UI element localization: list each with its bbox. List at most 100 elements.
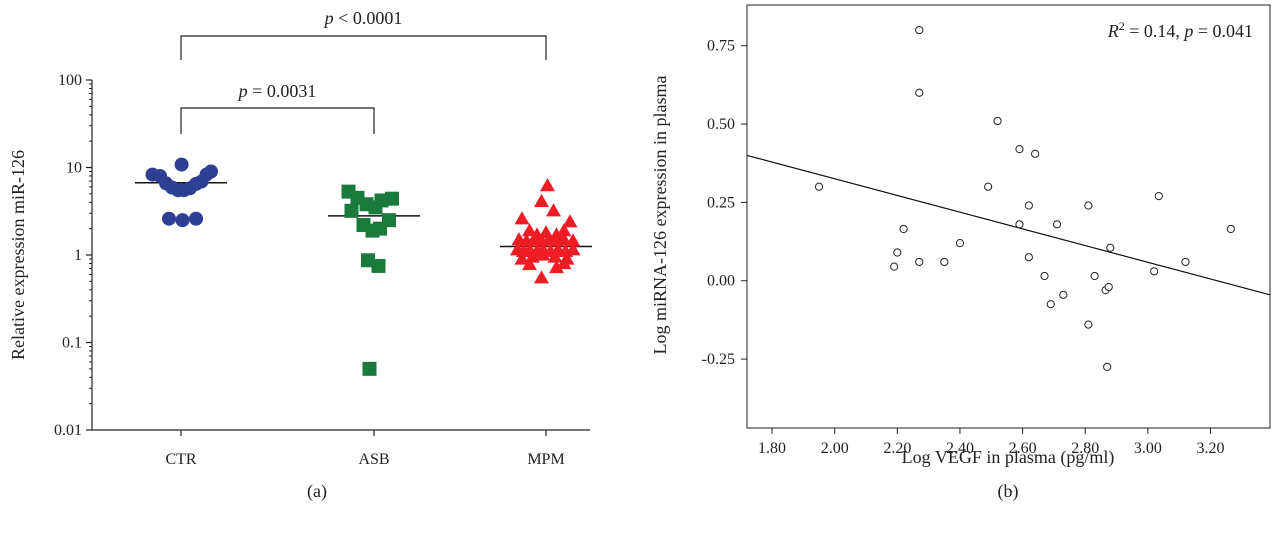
panel-b-point bbox=[915, 257, 924, 267]
panel-b-point bbox=[1024, 201, 1033, 210]
panel-a-point-asb bbox=[371, 258, 386, 273]
panel-b-fit-line bbox=[746, 154, 1271, 296]
panel-b-point bbox=[940, 257, 949, 267]
panel-b-x-tick-label: 1.80 bbox=[758, 440, 786, 457]
panel-b-point bbox=[893, 248, 902, 257]
panel-b-point bbox=[1031, 149, 1040, 158]
panel-a-caption: (a) bbox=[307, 481, 327, 502]
panel-b-x-axis-label: Log VEGF in plasma (pg/ml) bbox=[902, 447, 1115, 468]
panel-b-x-tick-label: 3.20 bbox=[1196, 440, 1224, 457]
panel-b-point bbox=[1040, 271, 1049, 281]
panel-a-point-asb bbox=[362, 361, 377, 376]
panel-b-x-tick-label: 3.00 bbox=[1134, 440, 1162, 457]
panel-a-point-mpm bbox=[514, 211, 530, 225]
panel-b-point bbox=[1150, 267, 1159, 276]
panel-b-point bbox=[1104, 282, 1113, 292]
panel-b-point bbox=[984, 182, 993, 191]
panel-a-point-ctr bbox=[174, 157, 189, 172]
panel-b-point bbox=[1046, 300, 1055, 309]
panel-b-x-tick-label: 2.20 bbox=[883, 440, 911, 457]
panel-b-y-tick-label: -0.25 bbox=[702, 351, 735, 368]
panel-b-point bbox=[915, 25, 924, 35]
panel-a-point-mpm bbox=[549, 259, 564, 274]
panel-b-x-ticks: 1.80 2.00 2.20 2.40 2.60 2.80 3.00 3.20 bbox=[758, 428, 1224, 457]
panel-a-point-mpm bbox=[565, 242, 581, 256]
panel-b-y-tick-label: 0.50 bbox=[707, 116, 735, 133]
panel-b-fit bbox=[746, 154, 1271, 296]
panel-a-y-ticks: 0.01 0.1 1 10 100 bbox=[54, 72, 92, 439]
panel-b-point bbox=[1015, 145, 1024, 154]
panel-b-point bbox=[1103, 362, 1112, 371]
panel-a-point-mpm bbox=[556, 232, 572, 246]
panel-a-x-tick-label: MPM bbox=[527, 451, 564, 468]
panel-b: -0.25 0.00 0.25 0.50 0.75 1.80 2.00 2.20 2.40 2.… bbox=[650, 4, 1271, 502]
panel-b-point bbox=[1084, 201, 1093, 210]
panel-b-point bbox=[890, 262, 899, 271]
panel-b-x-tick-label: 2.40 bbox=[946, 440, 974, 457]
panel-b-point bbox=[1052, 220, 1062, 229]
panel-b-point bbox=[1090, 271, 1099, 281]
panel-b-y-tick-label: 0.25 bbox=[707, 194, 735, 211]
panel-b-point bbox=[1154, 192, 1163, 201]
panel-a-point-ctr bbox=[189, 211, 203, 226]
panel-a-point-mpm bbox=[522, 256, 537, 271]
panel-b-x-tick-label: 2.00 bbox=[821, 440, 849, 457]
panel-a-x-tick-label: CTR bbox=[165, 451, 196, 468]
panel-a-point-asb bbox=[344, 203, 359, 218]
panel-a-point-mpm bbox=[556, 223, 572, 237]
panel-b-points bbox=[814, 25, 1235, 371]
panel-b-point bbox=[955, 239, 965, 248]
panel-b-point bbox=[814, 182, 824, 191]
panel-a-point-mpm bbox=[546, 203, 561, 217]
panel-a-points bbox=[145, 157, 581, 376]
panel-a-y-axis-label: Relative expression miR-126 bbox=[8, 150, 28, 360]
panel-b-plot-frame bbox=[746, 4, 1271, 429]
panel-a-point-mpm bbox=[534, 193, 549, 208]
panel-a-y-tick-label: 1 bbox=[74, 247, 82, 264]
panel-b-y-ticks: -0.25 0.00 0.25 0.50 0.75 bbox=[702, 38, 747, 368]
panel-b-y-tick-label: 0.00 bbox=[707, 273, 735, 290]
panel-a-point-mpm bbox=[535, 247, 551, 261]
panel-b-point bbox=[1106, 243, 1115, 252]
panel-b-point bbox=[1024, 253, 1033, 262]
panel-b-point bbox=[915, 88, 924, 97]
panel-a-point-asb bbox=[385, 191, 399, 206]
panel-a-y-tick-label: 0.1 bbox=[62, 335, 82, 352]
panel-a-point-ctr bbox=[175, 213, 190, 228]
panel-b-point bbox=[1015, 220, 1024, 229]
panel-b-point bbox=[1084, 320, 1093, 329]
panel-a-point-ctr bbox=[204, 164, 218, 179]
panel-a-significance-brackets: p < 0.0001 p = 0.0031 bbox=[180, 8, 547, 134]
panel-b-point bbox=[1181, 257, 1190, 267]
panel-b-y-axis-label: Log miRNA-126 expression in plasma bbox=[650, 76, 670, 355]
panel-a-point-mpm bbox=[565, 233, 581, 247]
panel-b-point bbox=[993, 116, 1002, 126]
panel-a-point-ctr bbox=[162, 211, 176, 226]
panel-a-point-mpm bbox=[547, 249, 563, 263]
panel-b-y-tick-label: 0.75 bbox=[707, 38, 735, 55]
panel-a-x-ticks: CTR ASB MPM bbox=[165, 430, 565, 468]
panel-a-point-mpm bbox=[522, 223, 537, 237]
panel-a-y-tick-label: 100 bbox=[58, 72, 82, 89]
panel-b-point bbox=[899, 224, 908, 234]
panel-a-point-mpm bbox=[540, 178, 555, 192]
panel-b-stat-annotation: R2 = 0.14, p = 0.041 bbox=[1107, 19, 1253, 41]
panel-a-point-asb bbox=[382, 213, 396, 228]
panel-a-bracket-label-upper: p < 0.0001 bbox=[323, 8, 403, 28]
panel-a-point-mpm bbox=[556, 255, 572, 270]
panel-b-point bbox=[1226, 224, 1235, 234]
panel-a-bracket-label-lower: p = 0.0031 bbox=[237, 81, 317, 101]
panel-a-point-mpm bbox=[534, 270, 549, 284]
panel-a: 0.01 0.1 1 10 100 CTR ASB MPM p < 0.0001 p = 0.… bbox=[8, 8, 592, 502]
panel-b-x-tick-label: 2.80 bbox=[1071, 440, 1099, 457]
panel-a-point-mpm bbox=[562, 214, 578, 228]
panel-b-x-tick-label: 2.60 bbox=[1009, 440, 1037, 457]
panel-b-point bbox=[1059, 290, 1068, 299]
panel-a-x-tick-label: ASB bbox=[358, 451, 389, 468]
panel-a-y-tick-label: 0.01 bbox=[54, 422, 82, 439]
panel-a-y-tick-label: 10 bbox=[66, 160, 82, 177]
panel-b-caption: (b) bbox=[998, 481, 1019, 502]
panel-a-bracket-upper bbox=[180, 35, 547, 60]
